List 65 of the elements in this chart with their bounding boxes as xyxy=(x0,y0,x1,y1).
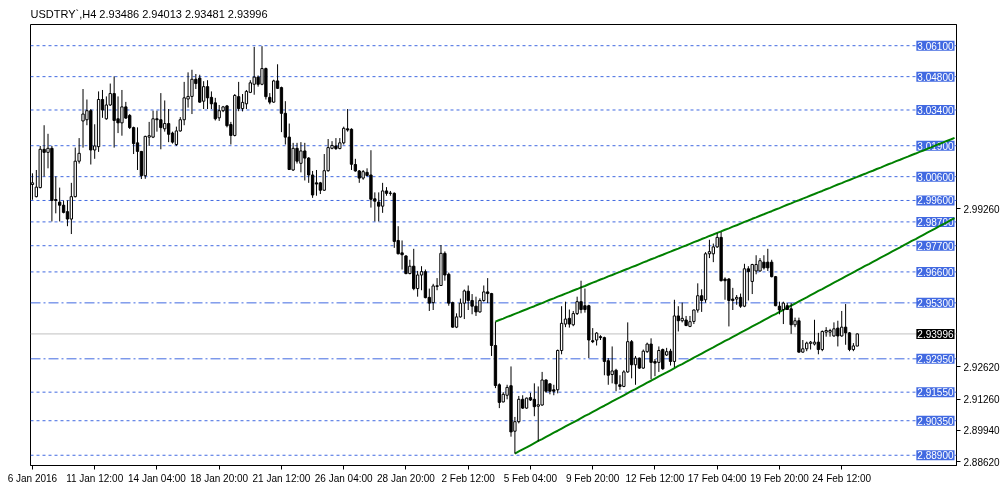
candlestick xyxy=(789,302,793,335)
candlestick xyxy=(415,270,420,298)
x-tick-label: 11 Jan 12:00 xyxy=(66,472,124,484)
y-tick-label: 2.99260 xyxy=(963,203,1001,215)
y-tick-label: 2.91260 xyxy=(963,394,1001,406)
candlestick xyxy=(303,142,307,181)
x-tick-label: 14 Jan 04:00 xyxy=(128,472,187,484)
x-tick-label: 12 Feb 12:00 xyxy=(625,472,685,484)
ref-line-label: 2.91550 xyxy=(917,387,954,399)
y-tick-label: 2.89940 xyxy=(963,425,1001,437)
candlestick xyxy=(629,339,634,379)
candlestick xyxy=(474,296,478,317)
ref-line-label: 2.96600 xyxy=(917,266,954,278)
y-tick-label: 2.92620 xyxy=(963,361,1001,373)
candlestick xyxy=(610,345,614,384)
ref-line-label: 2.88900 xyxy=(917,450,954,462)
ref-line-label: 3.00600 xyxy=(917,171,954,183)
chart-title: USDTRY`,H4 2.93486 2.94013 2.93481 2.93996 xyxy=(30,7,268,20)
candlestick xyxy=(159,92,163,150)
ref-line-label: 2.97700 xyxy=(917,240,954,252)
ref-line-label: 2.92950 xyxy=(917,353,954,365)
candlestick xyxy=(334,137,338,151)
candlestick xyxy=(657,345,661,373)
x-tick-label: 19 Feb 20:00 xyxy=(750,472,810,484)
ref-line-label: 2.93996 xyxy=(917,328,954,340)
ref-line-label: 2.90350 xyxy=(917,415,954,427)
candlestick xyxy=(462,289,466,320)
candlestick xyxy=(190,69,194,115)
x-tick-label: 18 Jan 20:00 xyxy=(190,472,249,484)
candlestick xyxy=(58,187,62,222)
candlestick xyxy=(820,329,824,352)
x-tick-label: 5 Feb 04:00 xyxy=(503,472,558,484)
ref-line-label: 3.04800 xyxy=(917,71,954,83)
ref-line-label: 3.06100 xyxy=(917,40,954,52)
candlestick xyxy=(836,320,840,347)
candlestick xyxy=(579,280,583,314)
candlestick xyxy=(649,337,653,380)
candlestick xyxy=(81,88,85,149)
candlestick xyxy=(377,191,381,222)
x-tick-label: 9 Feb 20:00 xyxy=(566,472,620,484)
candlestick xyxy=(812,319,817,346)
x-tick-label: 17 Feb 04:00 xyxy=(687,472,748,484)
candlestick xyxy=(843,303,848,346)
x-tick-label: 2 Feb 12:00 xyxy=(441,472,496,484)
candlestick xyxy=(680,302,684,323)
ref-line-label: 3.03400 xyxy=(917,104,954,116)
x-tick-label: 21 Jan 12:00 xyxy=(252,472,311,484)
x-tick-label: 26 Jan 04:00 xyxy=(314,472,374,484)
x-tick-label: 6 Jan 2016 xyxy=(7,472,58,484)
candlestick xyxy=(828,328,832,338)
line-series xyxy=(494,136,956,323)
candlestick xyxy=(762,254,766,271)
candlestick xyxy=(727,277,731,327)
candlestick xyxy=(466,284,470,311)
ref-line-label: 2.95300 xyxy=(917,297,954,309)
y-tick-label: 2.88620 xyxy=(963,456,1001,468)
candlestick xyxy=(104,95,109,121)
candlestick xyxy=(252,46,256,96)
x-tick-label: 24 Feb 12:00 xyxy=(812,472,872,484)
ref-line-label: 2.99600 xyxy=(917,195,954,207)
x-tick-label: 28 Jan 20:00 xyxy=(377,472,436,484)
candlestick xyxy=(163,99,167,133)
candlestick xyxy=(201,80,206,110)
candlestick xyxy=(400,239,404,271)
candlestick xyxy=(120,89,124,137)
